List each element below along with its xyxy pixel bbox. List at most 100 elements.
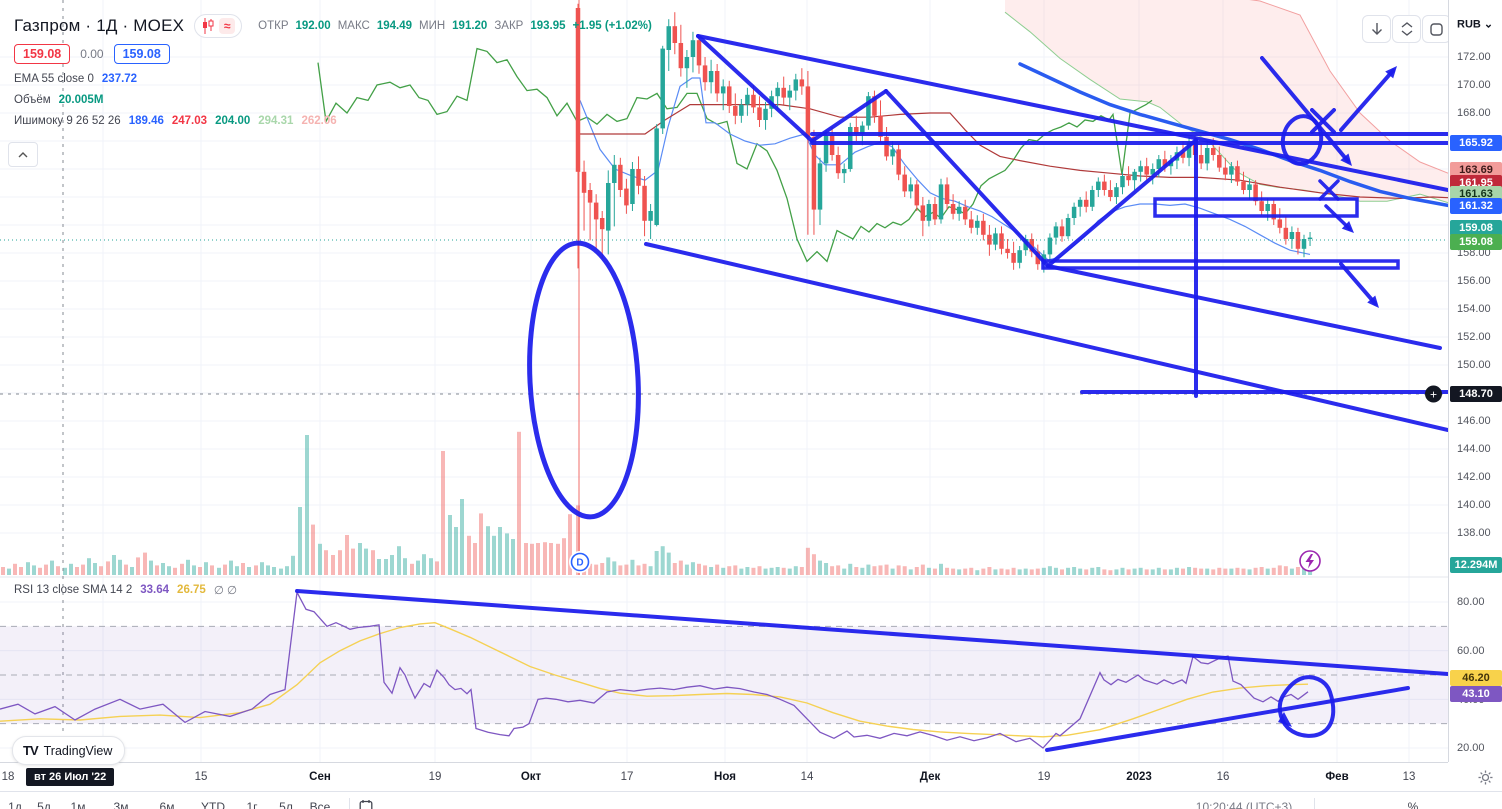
time-tick-label: 19 (428, 771, 442, 783)
axis-price-label: 60.00 (1457, 645, 1485, 657)
ichimoku-cloud (1004, 0, 1448, 204)
time-tick-label: 15 (194, 771, 208, 783)
red-price-box[interactable]: 159.08 (14, 44, 71, 64)
volume-value: 20.005M (58, 94, 104, 106)
svg-text:D: D (576, 558, 583, 569)
volume-bars (1, 431, 1313, 575)
tradingview-logo[interactable]: TV TradingView (12, 736, 126, 765)
change-value: +1.95 (+1.02%) (572, 20, 652, 32)
candles-icon (203, 18, 214, 34)
bottom-toolbar: 1д 5д 1м 3м 6м YTD 1г 5л Все 10:20:44 (UTC+3)% (0, 791, 1502, 809)
ema-label: EMA 55 close 0 (14, 73, 94, 85)
axis-price-label: 138.00 (1457, 527, 1491, 539)
range-button-1д[interactable]: 1д (8, 800, 22, 809)
close-label: ЗАКР (494, 20, 524, 32)
time-tick-label: Окт (520, 771, 542, 783)
high-label: МАКС (337, 20, 370, 32)
time-tick-label: Сен (309, 771, 331, 783)
rsi-null-values: ∅ ∅ (213, 585, 238, 597)
time-tick-label: Ноя (714, 771, 736, 783)
crosshair-date-tooltip: вт 26 Июл '22 (26, 768, 115, 786)
axis-price-badge: 159.08 (1450, 220, 1502, 236)
legend-collapse-button[interactable] (8, 142, 38, 167)
percent-scale-button[interactable]: % (1407, 800, 1419, 809)
axis-price-badge: 46.20 (1450, 670, 1502, 686)
crosshair-plus-icon[interactable]: + (1425, 385, 1442, 403)
tradingview-wordmark: TradingView (43, 743, 113, 758)
axis-price-label: 172.00 (1457, 51, 1491, 63)
axis-price-label: 144.00 (1457, 443, 1491, 455)
indicator-row-ema[interactable]: EMA 55 close 0 237.72 (14, 73, 652, 85)
range-button-5л[interactable]: 5л (279, 800, 293, 809)
ohlc-readout: ОТКР 192.00 МАКС 194.49 МИН 191.20 ЗАКР 193.… (258, 20, 652, 32)
price-axis[interactable]: + 172.00 170.00 168.00 158.00 156.00 154.00 15… (1425, 0, 1502, 762)
rsi-value: 33.64 (140, 584, 170, 596)
ichimoku-value: 262.06 (301, 115, 337, 127)
axis-price-badge: 12.294M (1450, 557, 1502, 573)
chart-type-pill[interactable]: ≈ (194, 14, 243, 38)
axis-price-label: 20.00 (1457, 742, 1485, 754)
range-button-YTD[interactable]: YTD (201, 800, 225, 809)
legend-panel: Газпром · 1Д · MOEX ≈ ОТКР 192.00 МАКС 194… (8, 14, 652, 167)
time-tick-label: 17 (620, 771, 634, 783)
candles-layer (575, 3, 1313, 273)
alert-boxes-row: 159.08 0.00 159.08 (14, 44, 652, 64)
calendar-icon[interactable] (359, 800, 373, 809)
axis-price-badge: 43.10 (1450, 686, 1502, 702)
range-button-5д[interactable]: 5д (37, 800, 51, 809)
dividend-marker[interactable]: D (569, 551, 591, 573)
flash-marker[interactable] (1299, 550, 1321, 572)
spread-value: 0.00 (80, 47, 104, 61)
maximize-pane-button[interactable] (1392, 15, 1421, 43)
range-button-6м[interactable]: 6м (159, 800, 175, 809)
high-value: 194.49 (376, 20, 412, 32)
time-tick-label: Дек (919, 771, 941, 783)
blue-price-box[interactable]: 159.08 (113, 44, 170, 64)
time-tick-label: Фев (1325, 771, 1349, 783)
ichimoku-label: Ишимоку 9 26 52 26 (14, 115, 121, 127)
axis-price-label: 152.00 (1457, 331, 1491, 343)
axis-price-label: 140.00 (1457, 499, 1491, 511)
time-tick-label: 18 (1, 771, 15, 783)
toolbar-divider (349, 798, 350, 809)
ichimoku-value: 189.46 (128, 115, 164, 127)
double-chevron-icon (1401, 22, 1412, 36)
ema-curve (1018, 62, 1448, 208)
rsi-label: RSI 13 close SMA 14 2 (14, 584, 133, 596)
frame-icon (1430, 22, 1443, 36)
indicator-row-ichimoku[interactable]: Ишимоку 9 26 52 26 189.46 247.03 204.00 294… (14, 115, 652, 127)
range-button-Все[interactable]: Все (309, 800, 331, 809)
low-label: МИН (419, 20, 446, 32)
grid-layer (0, 0, 1448, 762)
ichimoku-value: 247.03 (171, 115, 208, 127)
fullscreen-button[interactable] (1422, 15, 1451, 43)
chevron-up-icon (18, 151, 28, 157)
axis-currency-label[interactable]: RUB ⌄ (1457, 18, 1494, 31)
open-value: 192.00 (295, 20, 331, 32)
range-button-3м[interactable]: 3м (113, 800, 129, 809)
rsi-legend-row[interactable]: RSI 13 close SMA 14 2 33.64 26.75 ∅ ∅ (14, 583, 237, 597)
range-button-1м[interactable]: 1м (70, 800, 86, 809)
chart-canvas[interactable]: D (0, 0, 1448, 762)
axis-price-badge: 148.70 (1450, 386, 1502, 402)
axis-settings-gear[interactable] (1478, 770, 1493, 790)
low-value: 191.20 (452, 20, 488, 32)
axis-price-label: 80.00 (1457, 596, 1485, 608)
time-tick-label: 2023 (1126, 771, 1152, 783)
open-label: ОТКР (258, 20, 289, 32)
overlay-lines (317, 47, 1448, 263)
axis-price-badge: 163.69 (1450, 162, 1502, 178)
symbol-title[interactable]: Газпром · 1Д · MOEX (14, 16, 185, 35)
rsi-pane (0, 590, 1448, 749)
session-time: 10:20:44 (UTC+3) (1195, 800, 1293, 809)
indicator-row-volume[interactable]: Объём 20.005M (14, 94, 652, 106)
close-value: 193.95 (530, 20, 566, 32)
time-tick-label: 16 (1216, 771, 1230, 783)
time-axis[interactable]: вт 26 Июл '22 18Авг15Сен19Окт17Ноя14Дек1… (0, 762, 1448, 791)
axis-price-label: 168.00 (1457, 107, 1491, 119)
hand-drawings[interactable] (295, 34, 1448, 752)
scroll-to-latest-button[interactable] (1362, 15, 1391, 43)
time-tick-label: 13 (1402, 771, 1416, 783)
range-button-1г[interactable]: 1г (246, 800, 258, 809)
